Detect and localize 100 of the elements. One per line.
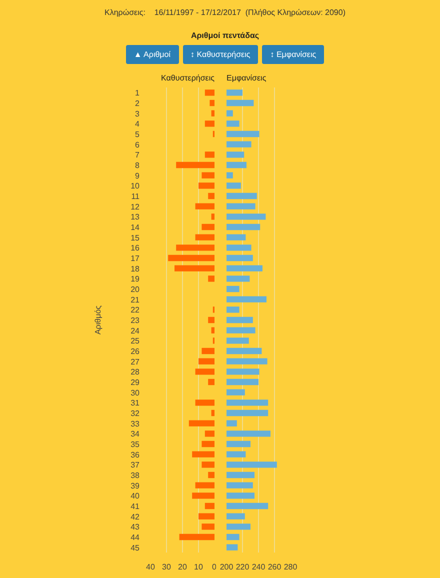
text: ↕ Εμφανίσεις	[262, 44, 324, 64]
x-tick-label: 20	[178, 562, 188, 572]
series-label: Καθυστερήσεις	[161, 74, 215, 82]
y-tick-label: 37	[130, 460, 140, 470]
y-tick-label: 27	[130, 357, 140, 366]
text: ↕ Καθυστερήσεις	[182, 44, 258, 64]
bar	[208, 192, 214, 200]
bar	[208, 378, 214, 386]
y-tick-label: 44	[130, 533, 140, 542]
bar	[188, 420, 214, 426]
y-tick-label: 11	[131, 192, 140, 201]
bar	[198, 182, 214, 189]
series-label: Εμφανίσεις	[226, 74, 266, 82]
bar	[208, 276, 214, 282]
bar	[168, 254, 214, 262]
y-tick-label: 18	[130, 264, 140, 274]
bar	[211, 410, 214, 416]
y-tick-label: 35	[130, 440, 140, 449]
bar	[192, 492, 214, 499]
x-tick-label: 10	[194, 562, 204, 572]
bar	[204, 90, 214, 96]
x-tick-label: 0	[212, 562, 218, 572]
y-tick-label: 23	[130, 316, 140, 325]
y-tick-label: 41	[130, 502, 140, 511]
y-tick-label: 22	[130, 306, 140, 315]
bar	[195, 203, 214, 210]
x-tick-label: 220	[236, 562, 250, 572]
x-tick-label: 280	[284, 562, 298, 572]
y-tick-label: 28	[130, 368, 140, 377]
y-tick-label: 36	[130, 450, 140, 460]
bar	[192, 451, 214, 458]
y-tick-label: 14	[130, 223, 140, 232]
bar	[204, 502, 214, 510]
x-tick-label: 260	[268, 562, 282, 572]
bar	[174, 265, 214, 272]
bar	[204, 120, 214, 127]
y-tick-label: 6	[135, 140, 140, 150]
y-tick-label: 30	[130, 388, 140, 398]
bar	[202, 440, 214, 448]
bar	[198, 513, 214, 520]
y-tick-label: 38	[130, 471, 140, 480]
bar	[198, 358, 214, 364]
y-tick-label: 42	[130, 512, 140, 522]
bar	[204, 152, 214, 158]
y-tick-label: 24	[130, 326, 140, 336]
bar	[202, 348, 214, 354]
y-tick-label: 21	[130, 295, 140, 304]
y-tick-label: 7	[135, 150, 140, 160]
y-tick-label: 25	[130, 336, 140, 346]
bar	[208, 316, 214, 324]
y-tick-label: 9	[135, 171, 140, 180]
y-tick-label: 4	[135, 120, 140, 129]
y-tick-label: 1	[135, 88, 140, 98]
y-tick-label: 29	[130, 378, 140, 387]
chart-title: Κληρώσεις: 16/11/1997 - 17/12/2017 (Πλήθος Κληρώσεων: 2090)	[104, 7, 346, 18]
bar	[210, 100, 214, 106]
x-tick-label: 40	[146, 562, 156, 572]
y-axis-title: Αριθμός	[94, 305, 103, 335]
y-tick-label: 31	[130, 398, 140, 408]
bar	[195, 482, 214, 488]
bar	[202, 224, 214, 230]
y-tick-label: 20	[130, 285, 140, 294]
bar	[208, 472, 214, 478]
y-tick-label: 43	[130, 522, 140, 532]
y-tick-label: 12	[130, 202, 140, 212]
bar	[195, 234, 214, 240]
y-tick-label: 3	[135, 109, 140, 118]
x-tick-label: 240	[252, 562, 266, 572]
y-tick-label: 45	[130, 543, 140, 552]
y-tick-label: 34	[130, 430, 140, 439]
y-tick-label: 26	[130, 347, 140, 356]
y-tick-label: 32	[130, 409, 140, 418]
y-tick-label: 40	[130, 492, 140, 501]
y-tick-label: 33	[130, 419, 140, 428]
y-tick-label: 39	[130, 481, 140, 490]
y-tick-label: 13	[130, 212, 140, 222]
bar	[202, 462, 214, 468]
text: ▲ Αριθμοί	[126, 44, 179, 64]
x-tick-label: 30	[162, 562, 172, 572]
y-tick-label: 17	[130, 254, 140, 263]
y-tick-label: 8	[135, 161, 140, 170]
chart-subtitle: Αριθμοί πεντάδας	[190, 30, 260, 42]
y-tick-label: 16	[130, 244, 140, 253]
bar	[204, 430, 214, 437]
bar	[211, 110, 214, 116]
bar	[176, 162, 214, 168]
bar	[202, 524, 214, 530]
x-tick-label: 200	[220, 562, 234, 572]
y-tick-label: 19	[130, 274, 140, 284]
y-tick-label: 5	[135, 130, 140, 139]
y-tick-label: 10	[130, 182, 140, 191]
bar	[195, 400, 214, 406]
bar	[211, 327, 214, 334]
bar	[195, 368, 214, 375]
bar	[179, 534, 214, 540]
y-tick-label: 2	[135, 99, 140, 108]
bar	[211, 214, 214, 220]
bar	[202, 172, 214, 178]
bar	[176, 244, 214, 251]
y-tick-label: 15	[130, 233, 140, 242]
